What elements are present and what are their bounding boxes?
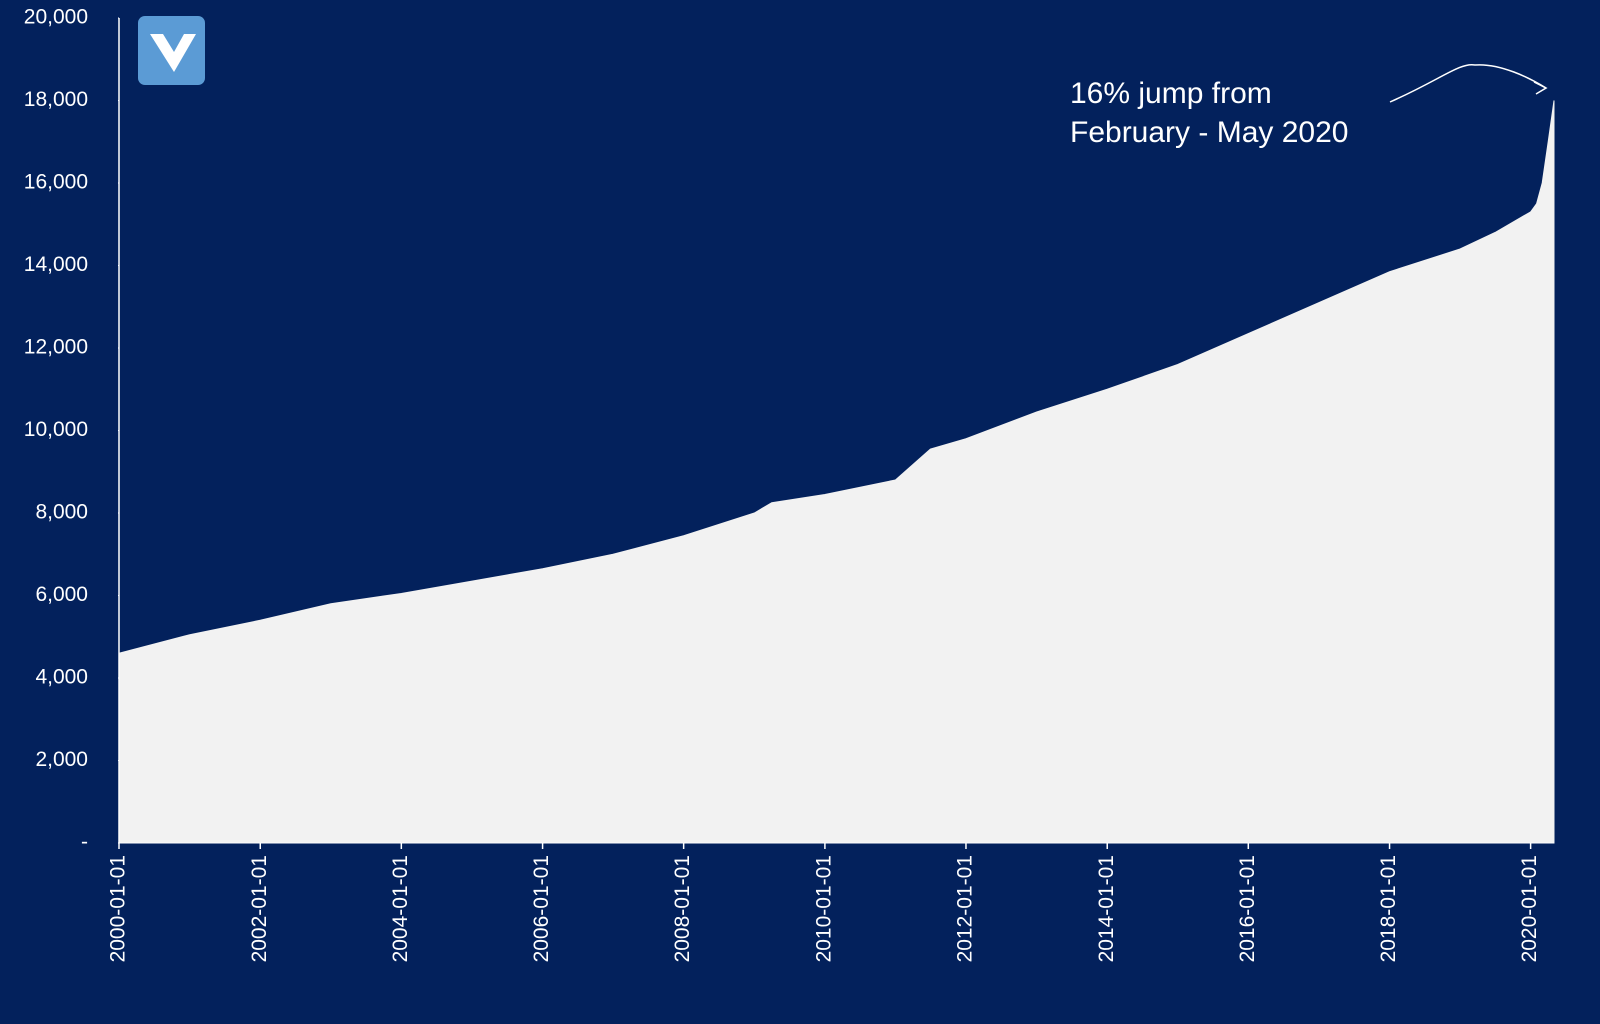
y-tick-label: 16,000 bbox=[24, 171, 88, 194]
x-tick-label: 2002-01-01 bbox=[248, 855, 271, 962]
y-tick-label: - bbox=[81, 831, 88, 854]
x-tick-label: 2004-01-01 bbox=[389, 855, 412, 962]
x-tick-label: 2016-01-01 bbox=[1236, 855, 1259, 962]
x-tick-label: 2012-01-01 bbox=[954, 855, 977, 962]
annotation-arrow bbox=[1389, 63, 1547, 103]
x-tick-label: 2018-01-01 bbox=[1377, 855, 1400, 962]
x-tick-label: 2010-01-01 bbox=[812, 855, 835, 962]
logo-mark bbox=[150, 34, 196, 72]
y-tick-label: 12,000 bbox=[24, 336, 88, 359]
x-tick-label: 2006-01-01 bbox=[530, 855, 553, 962]
y-tick-label: 2,000 bbox=[35, 748, 88, 771]
x-tick-label: 2014-01-01 bbox=[1095, 855, 1118, 962]
area bbox=[118, 100, 1555, 844]
x-tick-label: 2020-01-01 bbox=[1518, 855, 1541, 962]
y-tick-label: 10,000 bbox=[24, 418, 88, 441]
y-tick-label: 8,000 bbox=[35, 501, 88, 524]
annotation: February - May 2020 bbox=[1070, 116, 1348, 149]
y-tick-label: 20,000 bbox=[24, 6, 88, 29]
y-tick-label: 6,000 bbox=[35, 583, 88, 606]
x-tick-label: 2000-01-01 bbox=[107, 855, 130, 962]
y-tick-label: 18,000 bbox=[24, 88, 88, 111]
x-tick-label: 2008-01-01 bbox=[671, 855, 694, 962]
y-tick-label: 14,000 bbox=[24, 253, 88, 276]
plot: - 2,000 4,000 6,000 8,000 10,000 12,000 14,000 1… bbox=[24, 6, 1555, 962]
annotation-arrowhead bbox=[1533, 81, 1548, 95]
y-tick-label: 4,000 bbox=[35, 666, 88, 689]
annotation: 16% jump from bbox=[1070, 77, 1272, 110]
